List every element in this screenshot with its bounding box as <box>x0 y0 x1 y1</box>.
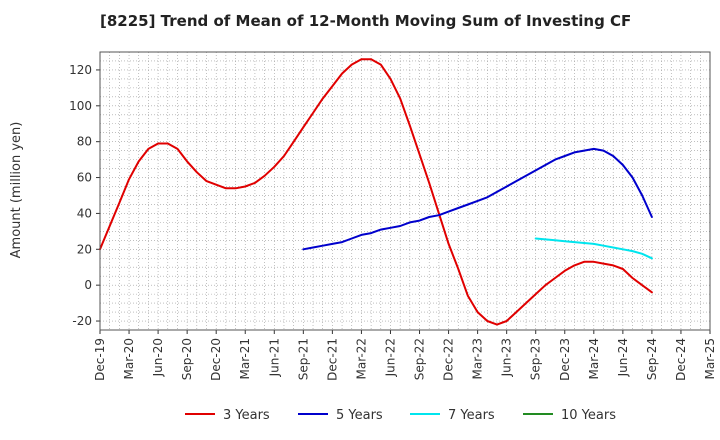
plot-background <box>100 52 710 330</box>
x-tick-label: Dec-23 <box>558 338 572 381</box>
x-tick-label: Sep-21 <box>296 338 310 380</box>
series-line-5-years <box>302 147 653 251</box>
x-tick-label: Mar-21 <box>238 338 252 379</box>
x-tick-label: Jun-24 <box>616 338 630 377</box>
x-tick-label: Jun-23 <box>500 338 514 377</box>
x-tick-label: Sep-22 <box>413 338 427 380</box>
y-tick-label: 60 <box>77 171 92 185</box>
x-tick-label: Sep-20 <box>180 338 194 380</box>
x-tick-label: Sep-24 <box>645 338 659 380</box>
x-tick-label: Mar-20 <box>122 338 136 379</box>
series-line-7-years <box>534 237 653 260</box>
legend: 3 Years 5 Years 7 Years 10 Years <box>185 408 616 423</box>
y-axis: -20 0 20 40 60 80 100 120 <box>69 63 100 328</box>
legend-label: 3 Years <box>223 408 270 423</box>
x-tick-label: Dec-22 <box>442 338 456 381</box>
series-lines <box>99 58 653 326</box>
x-tick-label: Sep-23 <box>529 338 543 380</box>
y-tick-label: 100 <box>69 99 92 113</box>
y-tick-label: 40 <box>77 206 92 220</box>
x-tick-label: Mar-22 <box>354 338 368 379</box>
x-tick-label: Dec-19 <box>93 338 107 381</box>
y-tick-label: 120 <box>69 63 92 77</box>
x-axis: Dec-19 Mar-20 Jun-20 Sep-20 Dec-20 Mar-21 Jun-… <box>93 330 717 381</box>
x-tick-label: Mar-23 <box>471 338 485 379</box>
y-tick-label: 80 <box>77 135 92 149</box>
plot-area <box>100 52 710 330</box>
plot-border <box>99 51 711 331</box>
series-line-3-years <box>99 58 653 326</box>
grid <box>100 52 710 330</box>
y-tick-label: 20 <box>77 242 92 256</box>
legend-label: 7 Years <box>448 408 495 423</box>
x-tick-label: Jun-22 <box>383 338 397 377</box>
x-tick-label: Dec-21 <box>325 338 339 381</box>
y-axis-label: Amount (million yen) <box>9 122 24 259</box>
x-tick-label: Mar-25 <box>703 338 717 379</box>
y-tick-label: 0 <box>84 278 92 292</box>
x-tick-label: Dec-24 <box>674 338 688 381</box>
x-tick-label: Dec-20 <box>209 338 223 381</box>
y-tick-label: -20 <box>72 314 92 328</box>
chart-title: [8225] Trend of Mean of 12-Month Moving … <box>100 12 631 30</box>
legend-label: 10 Years <box>561 408 616 423</box>
plot-frame <box>99 51 711 331</box>
legend-label: 5 Years <box>336 408 383 423</box>
x-tick-label: Mar-24 <box>587 338 601 379</box>
x-tick-label: Jun-21 <box>267 338 281 377</box>
x-tick-label: Jun-20 <box>151 338 165 377</box>
